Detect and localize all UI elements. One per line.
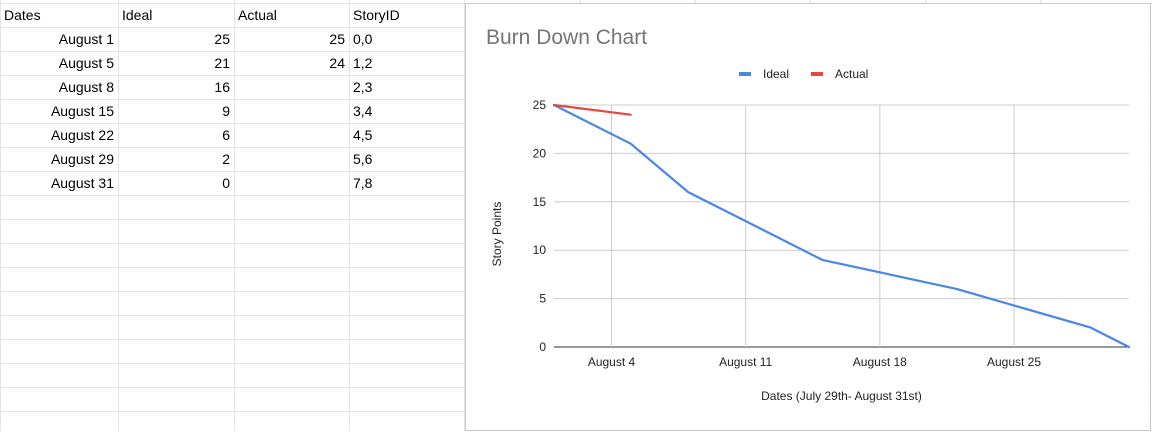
header-cell[interactable]: Dates <box>4 7 41 23</box>
y-axis-title: Story Points <box>490 202 504 267</box>
burn-down-chart[interactable]: Burn Down Chart 0 5 10 15 20 25 August 4 August… <box>465 3 1151 431</box>
grid-column-line <box>0 0 1 431</box>
chart-plot: 0 5 10 15 20 25 August 4 August 11 August 18 Augu… <box>490 67 1131 403</box>
y-tick-label: 10 <box>533 243 547 257</box>
x-tick-label: August 18 <box>853 355 907 369</box>
x-axis-title: Dates (July 29th- August 31st) <box>761 389 922 403</box>
table-cell-date[interactable]: August 15 <box>50 103 114 119</box>
table-cell-date[interactable]: August 31 <box>50 175 114 191</box>
legend-swatch-actual <box>811 72 823 76</box>
y-tick-label: 25 <box>533 98 547 112</box>
table-cell-date[interactable]: August 8 <box>58 79 114 95</box>
table-cell-story[interactable]: 7,8 <box>353 175 373 191</box>
table-cell-ideal[interactable]: 25 <box>214 31 230 47</box>
header-cell[interactable]: Ideal <box>122 7 153 23</box>
table-cell-story[interactable]: 0,0 <box>353 31 373 47</box>
grid-column-line <box>118 0 119 431</box>
legend-label-ideal: Ideal <box>763 67 789 81</box>
grid-column-line <box>234 0 235 431</box>
table-cell-ideal[interactable]: 6 <box>222 127 230 143</box>
grid-column-line <box>464 0 465 431</box>
x-tick-label: August 25 <box>987 355 1041 369</box>
table-cell-ideal[interactable]: 9 <box>222 103 230 119</box>
table-cell-ideal[interactable]: 0 <box>222 175 230 191</box>
y-tick-label: 5 <box>539 292 546 306</box>
x-tick-label: August 4 <box>588 355 636 369</box>
table-cell-ideal[interactable]: 21 <box>214 55 230 71</box>
series-line-ideal <box>552 103 1131 349</box>
table-cell-actual[interactable] <box>234 123 349 147</box>
table-cell-date[interactable]: August 29 <box>50 151 114 167</box>
y-tick-label: 0 <box>539 340 546 354</box>
header-cell[interactable]: Actual <box>238 7 277 23</box>
table-cell-story[interactable]: 2,3 <box>353 79 373 95</box>
y-tick-label: 15 <box>533 195 547 209</box>
table-cell-ideal[interactable]: 16 <box>214 79 230 95</box>
table-cell-story[interactable]: 1,2 <box>353 55 373 71</box>
table-cell-story[interactable]: 5,6 <box>353 151 373 167</box>
table-cell-story[interactable]: 3,4 <box>353 103 373 119</box>
table-cell-date[interactable]: August 22 <box>50 127 114 143</box>
table-cell-date[interactable]: August 5 <box>58 55 114 71</box>
table-cell-actual[interactable] <box>234 99 349 123</box>
header-cell[interactable]: StoryID <box>353 7 400 23</box>
legend-label-actual: Actual <box>835 67 868 81</box>
series-line-actual <box>552 103 632 116</box>
x-tick-label: August 11 <box>719 355 772 369</box>
table-cell-date[interactable]: August 1 <box>58 31 114 47</box>
chart-title: Burn Down Chart <box>486 26 648 49</box>
table-cell-actual[interactable] <box>234 75 349 99</box>
table-cell-ideal[interactable]: 2 <box>222 151 230 167</box>
y-tick-label: 20 <box>533 146 547 160</box>
table-cell-actual[interactable]: 24 <box>329 55 345 71</box>
table-cell-story[interactable]: 4,5 <box>353 127 373 143</box>
table-cell-actual[interactable] <box>234 147 349 171</box>
grid-column-line <box>349 0 350 431</box>
table-cell-actual[interactable] <box>234 171 349 195</box>
legend-swatch-ideal <box>739 72 751 76</box>
table-cell-actual[interactable]: 25 <box>329 31 345 47</box>
